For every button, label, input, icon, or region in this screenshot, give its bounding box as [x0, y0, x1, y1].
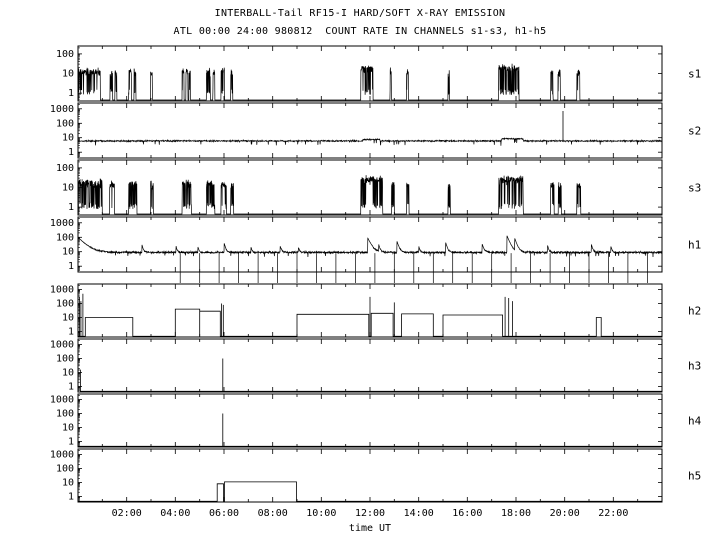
y-tick-label: 1 — [68, 491, 74, 502]
y-tick-label: 100 — [56, 49, 74, 60]
panel-label-h4: h4 — [688, 415, 702, 428]
panel-label-s1: s1 — [688, 68, 701, 81]
x-tick-label: 06:00 — [209, 508, 239, 519]
panel-label-h5: h5 — [688, 470, 701, 483]
x-tick-label: 02:00 — [112, 508, 142, 519]
y-tick-label: 100 — [56, 299, 74, 310]
panel-label-h1: h1 — [688, 239, 701, 252]
y-tick-label: 10 — [62, 478, 74, 489]
series-h1 — [77, 235, 663, 258]
y-tick-label: 1 — [68, 147, 74, 158]
series-h2 — [78, 308, 662, 337]
x-tick-label: 14:00 — [404, 508, 434, 519]
y-tick-label: 1000 — [50, 450, 74, 461]
y-tick-label: 10 — [62, 69, 74, 80]
panel-frame-s2 — [77, 102, 663, 159]
panel-frame-h4 — [77, 393, 663, 448]
y-tick-label: 10 — [62, 247, 74, 258]
panel-frame-h1 — [77, 216, 663, 273]
y-tick-label: 1 — [68, 202, 74, 213]
x-tick-label: 22:00 — [598, 508, 628, 519]
y-tick-label: 10 — [62, 423, 74, 434]
y-tick-label: 100 — [56, 464, 74, 475]
series-s1 — [78, 63, 662, 101]
y-tick-label: 10 — [62, 368, 74, 379]
y-tick-label: 1000 — [50, 104, 74, 115]
y-tick-label: 100 — [56, 232, 74, 243]
x-tick-label: 16:00 — [452, 508, 482, 519]
y-tick-label: 1000 — [50, 395, 74, 406]
y-tick-label: 1 — [68, 381, 74, 392]
panel-label-s2: s2 — [688, 125, 701, 138]
x-axis-title: time UT — [349, 523, 391, 534]
y-tick-label: 100 — [56, 409, 74, 420]
panel-frame-h3 — [77, 338, 663, 393]
panel-label-h2: h2 — [688, 305, 701, 318]
y-tick-label: 1 — [68, 88, 74, 99]
x-tick-label: 20:00 — [550, 508, 580, 519]
y-tick-label: 10 — [62, 133, 74, 144]
y-tick-label: 10 — [62, 183, 74, 194]
x-tick-label: 08:00 — [258, 508, 288, 519]
series-s2 — [78, 137, 663, 146]
x-tick-label: 12:00 — [355, 508, 385, 519]
panel-frame-h5 — [77, 448, 663, 503]
x-tick-label: 04:00 — [160, 508, 190, 519]
series-h5 — [78, 481, 662, 502]
y-tick-label: 100 — [56, 163, 74, 174]
y-tick-label: 1000 — [50, 285, 74, 296]
y-tick-label: 1000 — [50, 218, 74, 229]
chart-subtitle: ATL 00:00 24:00 980812 COUNT RATE IN CHA… — [173, 26, 547, 37]
y-tick-label: 10 — [62, 313, 74, 324]
y-tick-label: 1 — [68, 436, 74, 447]
y-tick-label: 1 — [68, 326, 74, 337]
chart-title: INTERBALL-Tail RF15-I HARD/SOFT X-RAY EM… — [214, 8, 506, 19]
y-tick-label: 100 — [56, 354, 74, 365]
y-tick-label: 1000 — [50, 340, 74, 351]
panel-frame-s3 — [77, 159, 663, 216]
panel-label-h3: h3 — [688, 360, 701, 373]
series-h3 — [77, 369, 662, 392]
y-tick-label: 100 — [56, 118, 74, 129]
series-s3 — [78, 175, 662, 215]
x-tick-label: 18:00 — [501, 508, 531, 519]
panel-label-s3: s3 — [688, 182, 701, 195]
y-tick-label: 1 — [68, 261, 74, 272]
x-tick-label: 10:00 — [306, 508, 336, 519]
